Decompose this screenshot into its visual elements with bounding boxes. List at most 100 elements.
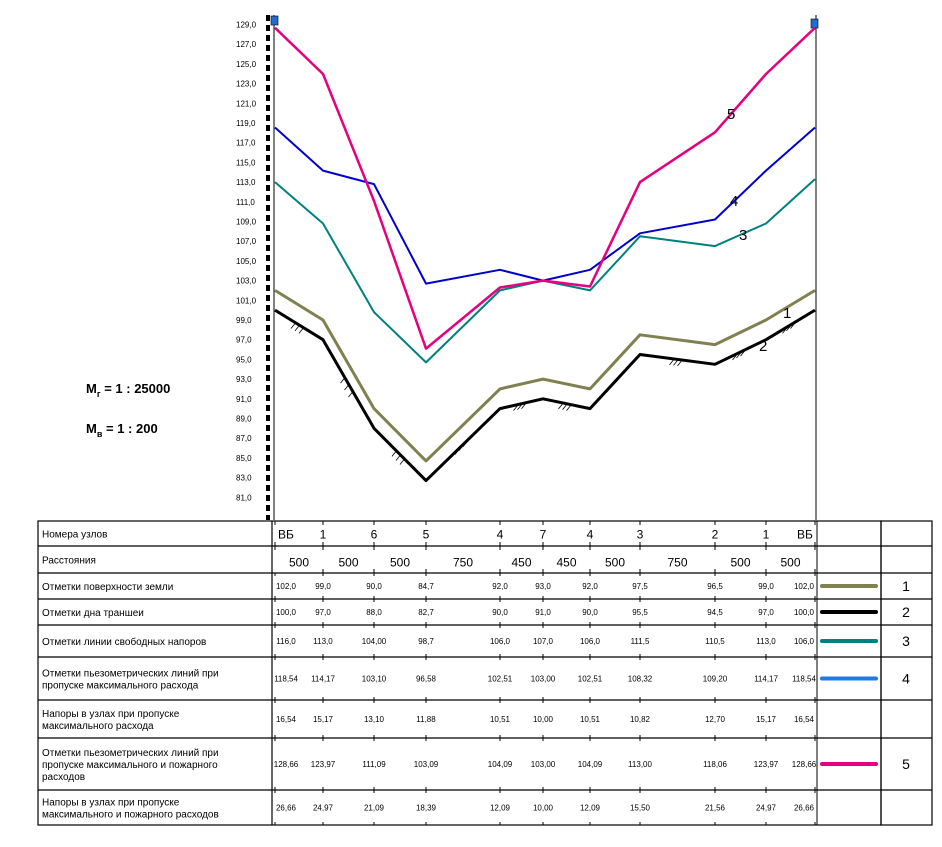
table-cell: 97,0	[315, 608, 331, 617]
table-cell: 111,09	[362, 760, 386, 769]
table-cell: 116,0	[276, 637, 296, 646]
trench-hatch	[614, 377, 620, 384]
table-cell: 113,0	[756, 637, 776, 646]
trench-hatch	[294, 325, 300, 332]
trench-hatch	[732, 354, 737, 361]
series-label-2: 2	[759, 338, 767, 355]
table-cell: 103,00	[531, 675, 556, 684]
horizontal-scale-label: Мг = 1 : 25000	[86, 381, 170, 399]
node-label: 3	[637, 528, 644, 542]
table-row-label: Отметки пьезометрических линий при	[42, 748, 219, 759]
table-cell: 102,51	[488, 675, 513, 684]
trench-hatch	[458, 445, 464, 451]
table-cell: 118,06	[703, 760, 727, 769]
table-cell: 90,0	[582, 608, 598, 617]
table-cell: 102,51	[578, 675, 603, 684]
table-cell: 106,0	[490, 637, 511, 646]
node-label: 1	[320, 528, 327, 542]
y-tick-label: 85,0	[236, 454, 252, 463]
table-cell: 10,51	[580, 715, 601, 724]
legend-column-frame	[880, 520, 933, 826]
table-cell: 24,97	[313, 804, 334, 813]
reservoir-marker	[270, 15, 279, 26]
trench-hatch	[558, 403, 563, 410]
y-tick-label: 103,0	[236, 277, 257, 286]
table-cell: 114,17	[754, 675, 778, 684]
table-cell: 99,0	[315, 582, 331, 591]
y-tick-label: 119,0	[236, 119, 256, 128]
table-cell: 106,0	[794, 637, 815, 646]
series-line-2	[274, 308, 816, 483]
node-label: 7	[540, 528, 547, 542]
trench-hatch	[391, 451, 397, 457]
table-cell: 13,10	[364, 715, 385, 724]
trench-hatch	[740, 350, 745, 357]
table-cell: 95,5	[632, 608, 648, 617]
trench-hatch	[344, 384, 349, 391]
table-cell: 97,5	[632, 582, 648, 591]
table-row-label: максимального и пожарного расходов	[42, 810, 219, 821]
node-label: ВБ	[797, 528, 813, 542]
series-label-4: 4	[730, 193, 738, 210]
y-tick-label: 121,0	[236, 99, 257, 108]
y-tick-label: 97,0	[236, 336, 252, 345]
trench-hatch	[790, 323, 795, 329]
table-cell: 102,0	[276, 582, 297, 591]
table-cell: 84,7	[418, 582, 434, 591]
profile-table: Номера узлов ВБ 1 6 5 4 7 4 3 2 1 ВБ Расстояния 500 50…	[37, 520, 933, 826]
table-cell: 11,88	[416, 715, 436, 724]
table-cell: 12,70	[705, 715, 726, 724]
table-cell: 12,09	[490, 804, 511, 813]
table-cell: 123,97	[311, 760, 336, 769]
vertical-scale-label: Мв = 1 : 200	[86, 421, 158, 439]
distance-label: 500	[289, 556, 309, 570]
series-label-1: 1	[783, 305, 791, 322]
trench-hatch	[340, 377, 345, 384]
distance-label: 750	[453, 556, 473, 570]
table-cell: 102,0	[794, 582, 815, 591]
table-cell: 111,5	[631, 637, 650, 646]
trench-hatch	[736, 352, 741, 359]
table-cell: 96,5	[707, 582, 723, 591]
node-label: 6	[371, 528, 378, 542]
table-cell: 104,00	[362, 637, 387, 646]
table-cell: 103,10	[362, 675, 387, 684]
table-cell: 128,66	[792, 760, 817, 769]
series-labels: 12 34 5	[727, 106, 791, 355]
y-tick-label: 129,0	[236, 21, 257, 30]
y-tick-label: 111,0	[236, 198, 255, 207]
node-label: 4	[587, 528, 594, 542]
y-tick-label: 95,0	[236, 355, 252, 364]
y-tick-label: 113,0	[236, 178, 256, 187]
trench-hatch	[786, 325, 791, 332]
table-row-label: Номера узлов	[42, 530, 107, 541]
trench-hatch	[298, 328, 304, 334]
y-tick-label: 99,0	[236, 316, 252, 325]
y-tick-label: 125,0	[236, 60, 257, 69]
table-cell: 123,97	[754, 760, 779, 769]
distance-label: 500	[390, 556, 410, 570]
trench-hatch	[513, 405, 518, 411]
table-cell: 113,0	[313, 637, 333, 646]
table-cell: 113,00	[628, 760, 652, 769]
table-cell: 96,58	[416, 675, 437, 684]
trench-hatch	[673, 360, 678, 366]
table-cell: 16,54	[276, 715, 297, 724]
trench-hatch	[454, 449, 460, 455]
table-cell: 21,09	[364, 804, 385, 813]
table-cell: 108,32	[628, 675, 653, 684]
table-cell: 98,7	[418, 637, 434, 646]
table-cell: 92,0	[582, 582, 598, 591]
distance-label: 750	[667, 556, 687, 570]
table-cell: 16,54	[794, 715, 815, 724]
table-cell: 10,00	[533, 804, 554, 813]
table-cell: 10,51	[490, 715, 511, 724]
trench-hatch	[290, 323, 296, 329]
table-cell: 26,66	[276, 804, 297, 813]
table-cell: 88,0	[366, 608, 382, 617]
y-tick-label: 87,0	[236, 434, 252, 443]
table-row-label: пропуске максимального и пожарного	[42, 760, 218, 771]
table-cell: 18,39	[416, 804, 437, 813]
table-cell: 94,5	[707, 608, 723, 617]
